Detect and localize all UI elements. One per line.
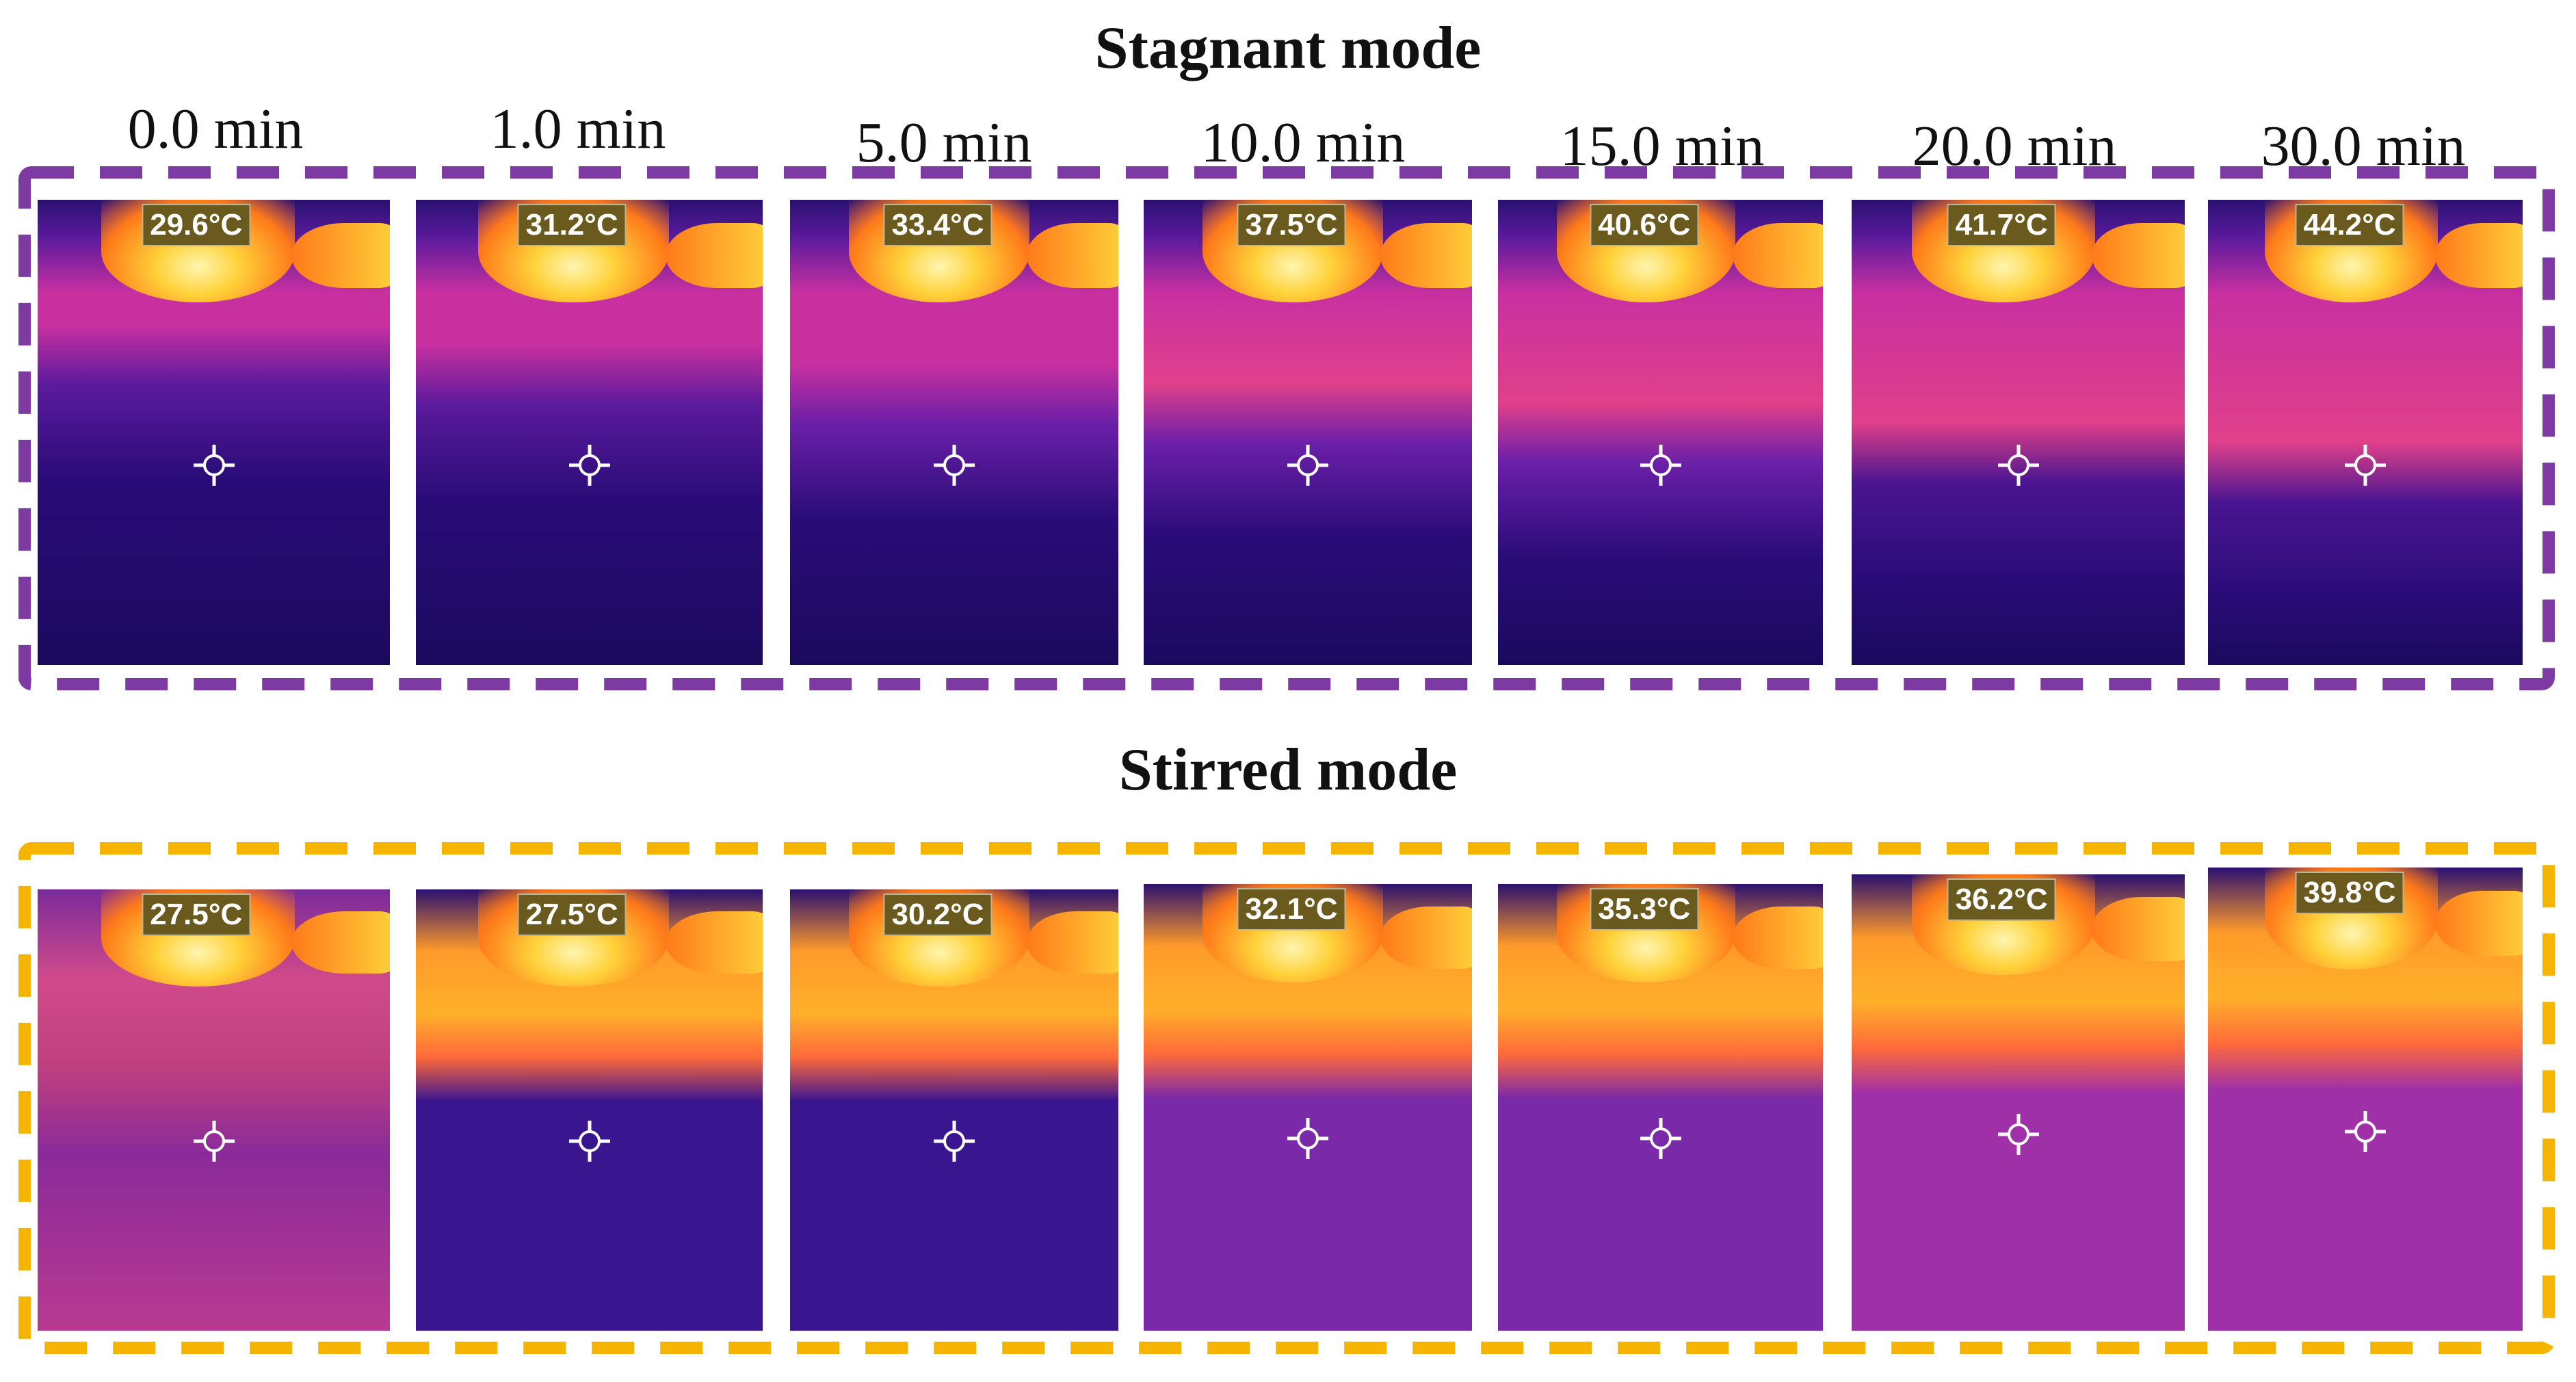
time-label: 20.0 min xyxy=(1912,114,2117,178)
crosshair-icon xyxy=(1287,1118,1328,1160)
tube-shape xyxy=(1732,906,1823,969)
tube-shape xyxy=(1380,906,1472,969)
stagnant-temperature-badge: 41.7°C xyxy=(1947,204,2056,246)
crosshair-icon xyxy=(1997,444,2039,486)
crosshair-icon xyxy=(1997,1114,2039,1156)
stirred-thermal-image xyxy=(2208,868,2523,1331)
tube-shape xyxy=(1732,223,1823,289)
crosshair-icon xyxy=(568,444,610,486)
stagnant-temperature-badge: 37.5°C xyxy=(1237,204,1346,246)
stirred-temperature-badge: 35.3°C xyxy=(1590,888,1699,930)
stirred-thermal-image xyxy=(1144,884,1472,1331)
tube-shape xyxy=(1027,223,1118,289)
crosshair-icon xyxy=(934,1120,975,1162)
stagnant-thermal-image xyxy=(1852,200,2185,665)
crosshair-icon xyxy=(1640,444,1681,486)
stagnant-thermal-image xyxy=(1144,200,1472,665)
tube-shape xyxy=(665,223,763,289)
tube-shape xyxy=(291,223,390,289)
crosshair-icon xyxy=(2345,444,2386,486)
stirred-thermal-image xyxy=(790,889,1118,1331)
stirred-temperature-badge: 27.5°C xyxy=(517,894,627,936)
stagnant-temperature-badge: 40.6°C xyxy=(1590,204,1699,246)
tube-shape xyxy=(2435,890,2523,956)
stagnant-temperature-badge: 31.2°C xyxy=(517,204,627,246)
crosshair-icon xyxy=(2345,1110,2386,1152)
time-label: 15.0 min xyxy=(1560,114,1765,178)
stirred-temperature-badge: 39.8°C xyxy=(2295,872,2404,914)
crosshair-icon xyxy=(1640,1118,1681,1160)
stagnant-thermal-image xyxy=(2208,200,2523,665)
tube-shape xyxy=(291,911,390,974)
crosshair-icon xyxy=(568,1120,610,1162)
stagnant-thermal-image xyxy=(790,200,1118,665)
stirred-temperature-badge: 36.2°C xyxy=(1947,878,2056,921)
stagnant-thermal-image xyxy=(1498,200,1823,665)
crosshair-icon xyxy=(193,1120,235,1162)
stirred-dashed-frame xyxy=(18,842,2555,1354)
time-label: 1.0 min xyxy=(490,97,666,161)
stirred-thermal-image xyxy=(416,889,763,1331)
tube-shape xyxy=(1027,911,1118,974)
stirred-temperature-badge: 32.1°C xyxy=(1237,888,1346,930)
crosshair-icon xyxy=(193,444,235,486)
crosshair-icon xyxy=(934,444,975,486)
title-stagnant-mode: Stagnant mode xyxy=(1094,15,1482,81)
stagnant-temperature-badge: 44.2°C xyxy=(2295,204,2404,246)
stirred-thermal-image xyxy=(1498,884,1823,1331)
tube-shape xyxy=(2091,223,2185,289)
tube-shape xyxy=(1380,223,1472,289)
title-stirred-mode: Stirred mode xyxy=(1118,737,1458,803)
crosshair-icon xyxy=(1287,444,1328,486)
stagnant-temperature-badge: 33.4°C xyxy=(883,204,993,246)
time-label: 0.0 min xyxy=(127,97,304,161)
time-label: 10.0 min xyxy=(1200,111,1406,174)
tube-shape xyxy=(665,911,763,974)
stagnant-thermal-image xyxy=(38,200,390,665)
stagnant-thermal-image xyxy=(416,200,763,665)
stirred-temperature-badge: 27.5°C xyxy=(142,894,251,936)
stagnant-temperature-badge: 29.6°C xyxy=(142,204,251,246)
stirred-thermal-image xyxy=(38,889,390,1331)
stirred-thermal-image xyxy=(1852,874,2185,1331)
tube-shape xyxy=(2091,897,2185,961)
time-label: 5.0 min xyxy=(856,111,1032,174)
tube-shape xyxy=(2435,223,2523,289)
stirred-temperature-badge: 30.2°C xyxy=(883,894,993,936)
